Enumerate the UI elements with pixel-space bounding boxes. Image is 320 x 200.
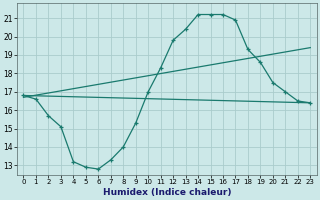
- X-axis label: Humidex (Indice chaleur): Humidex (Indice chaleur): [103, 188, 231, 197]
